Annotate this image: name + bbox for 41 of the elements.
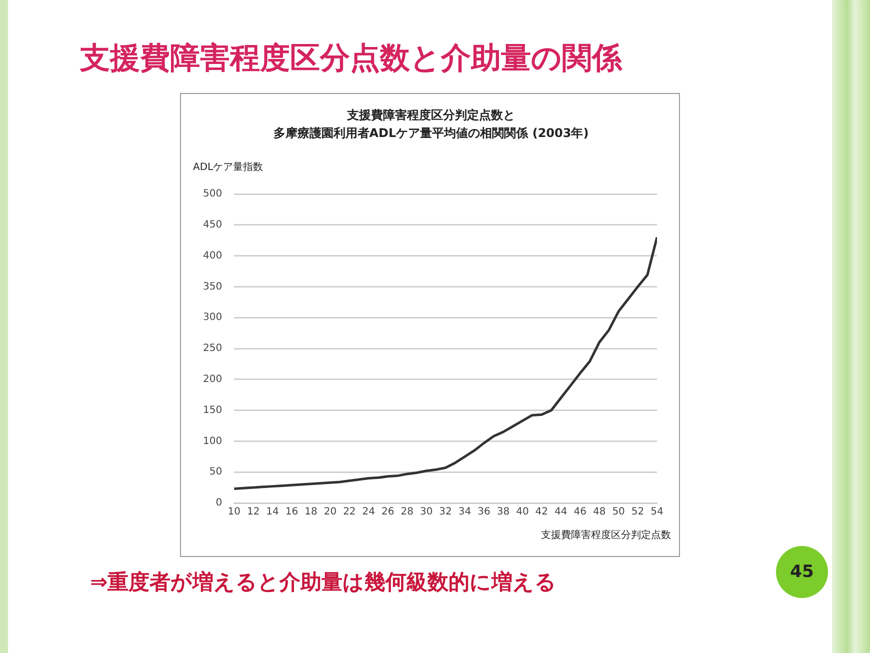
x-tick-label: 16 (285, 506, 298, 518)
y-axis-title: ADLケア量指数 (193, 160, 264, 174)
x-tick-label: 24 (362, 506, 376, 518)
x-tick-label: 14 (266, 506, 279, 518)
x-tick-label: 34 (458, 506, 472, 518)
x-tick-label: 26 (382, 506, 394, 518)
x-tick-label: 54 (650, 506, 664, 518)
x-tick-label: 30 (420, 506, 433, 518)
x-tick-label: 22 (343, 506, 356, 518)
x-tick-label: 28 (400, 506, 414, 518)
text: 45 (776, 546, 828, 598)
x-tick-label: 40 (516, 506, 529, 518)
chart-subtitle: 多摩療護園利用者ADLケア量平均値の相関関係 (2003年) (272, 125, 590, 142)
y-tick-label: 350 (202, 281, 222, 292)
y-tick-label: 450 (202, 219, 222, 230)
x-tick-label: 52 (631, 506, 644, 518)
y-tick-label: 250 (202, 343, 222, 354)
x-tick-label: 36 (478, 506, 490, 518)
x-tick-label: 32 (439, 506, 452, 518)
x-tick-label: 12 (246, 506, 260, 518)
x-tick-label: 44 (554, 506, 568, 518)
x-tick-label: 20 (324, 506, 337, 518)
x-tick-label: 46 (574, 506, 586, 518)
x-tick-label: 10 (228, 506, 240, 518)
x-tick-label: 50 (612, 506, 625, 518)
x-tick-label: 18 (304, 506, 318, 518)
y-tick-label: 100 (202, 436, 222, 447)
x-tick-label: 38 (496, 506, 510, 518)
text: 支援費障害程度区分点数と介助量の関係 (80, 40, 622, 78)
y-tick-label: 50 (209, 466, 222, 478)
y-tick-label: 150 (202, 404, 222, 416)
chart-title: 支援費障害程度区分判定点数と (346, 107, 516, 124)
x-tick-label: 42 (535, 506, 548, 518)
y-tick-label: 300 (202, 312, 222, 324)
y-tick-label: 500 (202, 188, 222, 200)
x-axis-title: 支援費障害程度区分判定点数 (541, 528, 671, 542)
text: ⇒重度者が増えると介助量は幾何級数的に増える (90, 569, 557, 596)
y-tick-label: 200 (202, 374, 222, 385)
y-tick-label: 400 (202, 250, 222, 262)
y-tick-label: 0 (216, 498, 222, 509)
x-tick-label: 48 (592, 506, 606, 518)
